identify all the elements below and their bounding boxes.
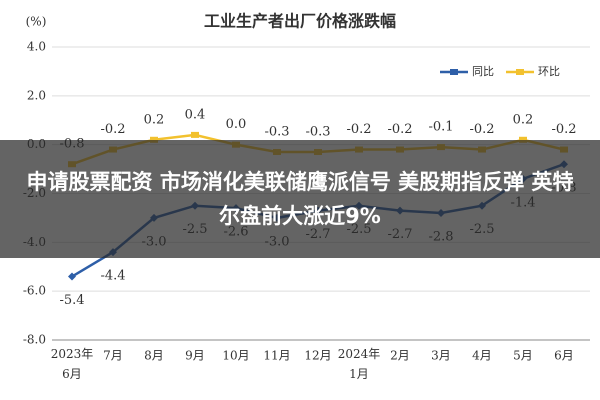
data-label: 0.2: [144, 112, 165, 127]
data-label: 0.0: [226, 117, 247, 132]
legend-label: 同比: [472, 65, 494, 78]
x-tick-label: 2023年 6月: [51, 347, 94, 381]
data-label: -0.3: [305, 124, 330, 139]
chart-title: 工业生产者出厂价格涨跌幅: [204, 12, 396, 31]
data-label: -0.2: [100, 122, 125, 137]
x-tick-label: 3月: [431, 349, 451, 363]
marker: [191, 131, 199, 138]
legend-marker: [516, 69, 524, 75]
x-tick-label: 4月: [472, 349, 492, 363]
data-label: -0.2: [387, 122, 412, 137]
news-headline[interactable]: 申请股票配资 市场消化美联储鹰派信号 美股期指反弹 英特尔盘前大涨近9%: [0, 140, 600, 258]
data-label: 0.2: [513, 112, 534, 127]
x-tick-label: 8月: [144, 349, 164, 363]
x-tick-label: 5月: [513, 349, 533, 363]
y-tick-label: 2.0: [27, 88, 46, 102]
marker: [150, 136, 158, 143]
x-tick-label: 2月: [390, 349, 410, 363]
data-label: -4.4: [100, 269, 125, 284]
x-tick-label: 10月: [222, 349, 249, 363]
data-label: 0.4: [185, 107, 206, 122]
data-label: -0.1: [428, 120, 453, 135]
legend-marker: [450, 69, 458, 75]
legend-label: 环比: [538, 65, 560, 78]
y-tick-label: -6.0: [23, 284, 46, 298]
x-tick-label: 11月: [263, 349, 290, 363]
y-tick-label: -8.0: [23, 333, 46, 347]
marker: [519, 136, 527, 143]
data-label: -5.4: [59, 293, 84, 308]
y-unit: (%): [26, 15, 47, 29]
x-tick-label: 2024年 1月: [338, 347, 381, 381]
x-tick-label: 12月: [304, 349, 331, 363]
data-label: -0.2: [551, 122, 576, 137]
y-tick-label: 4.0: [27, 40, 46, 54]
x-tick-label: 7月: [103, 349, 123, 363]
x-tick-label: 6月: [554, 349, 574, 363]
marker: [68, 272, 76, 281]
data-label: -0.2: [469, 122, 494, 137]
x-tick-label: 9月: [185, 349, 205, 363]
data-label: -0.3: [264, 124, 289, 139]
data-label: -0.2: [346, 122, 371, 137]
